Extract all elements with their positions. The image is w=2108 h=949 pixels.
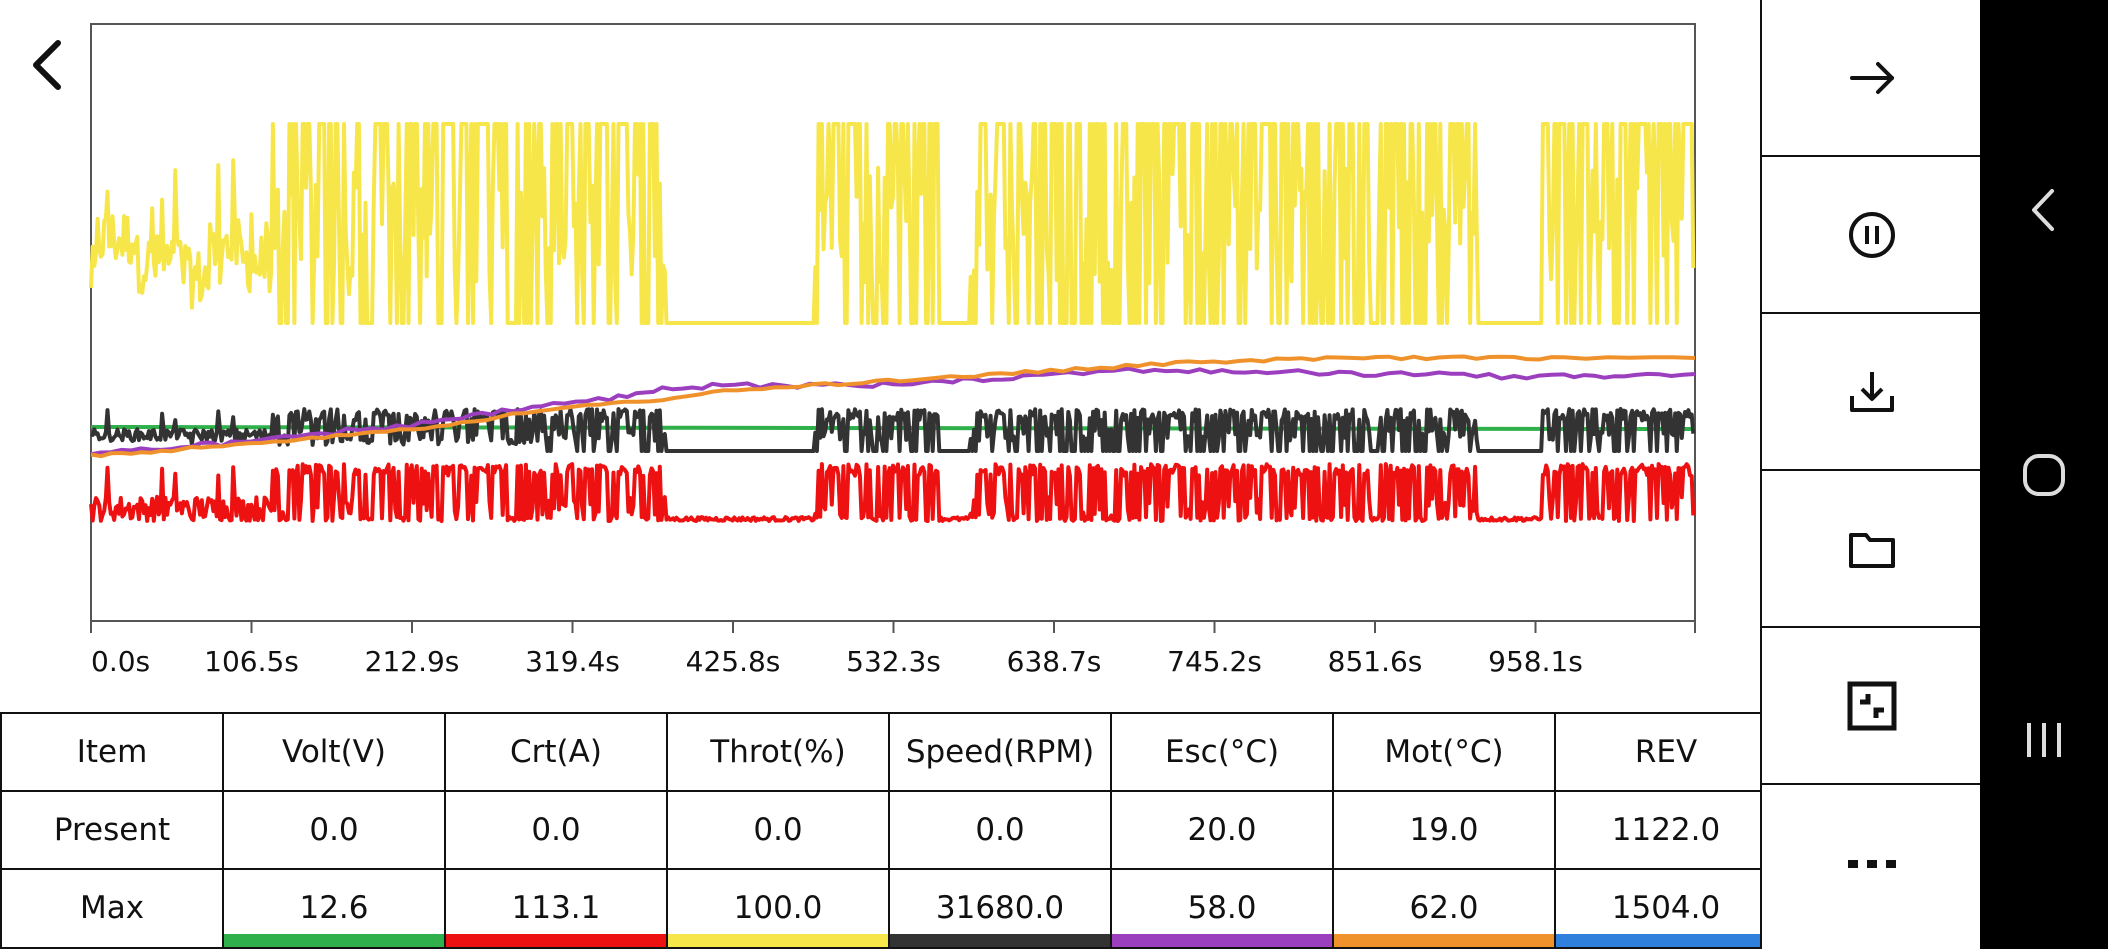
- folder-icon: [1849, 532, 1895, 568]
- header-item: Item: [0, 712, 224, 792]
- series-line-current: [89, 462, 1696, 523]
- table-cell: 20.0: [1110, 789, 1334, 870]
- telemetry-table: Item Volt(V) Crt(A) Throt(%) Speed(RPM) Esc(°…: [0, 712, 1778, 949]
- more-button[interactable]: [1762, 785, 1982, 942]
- series-color-swatch: [668, 934, 888, 947]
- table-cell: 31680.0: [888, 867, 1112, 949]
- x-tick-label: 319.4s: [525, 645, 620, 678]
- table-row: Max 12.6 113.1 100.0 31680.0 58.0 62.0 1504.0: [0, 867, 1778, 949]
- column-header: Esc(°C): [1110, 712, 1334, 792]
- forward-button[interactable]: [1762, 0, 1982, 157]
- table-cell: 100.0: [666, 867, 890, 949]
- pause-button[interactable]: [1762, 157, 1982, 314]
- table-cell: 0.0: [888, 789, 1112, 870]
- column-header: Crt(A): [444, 712, 668, 792]
- series-color-swatch: [890, 934, 1110, 947]
- table-cell: 0.0: [444, 789, 668, 870]
- nav-home-button[interactable]: [1980, 415, 2108, 535]
- x-tick-label: 638.7s: [1007, 645, 1102, 678]
- column-header: Volt(V): [222, 712, 446, 792]
- fit-screen-button[interactable]: [1762, 628, 1982, 785]
- x-tick-label: 0.0s: [91, 645, 150, 678]
- right-toolbar: [1760, 0, 1982, 949]
- column-header: REV: [1554, 712, 1778, 792]
- table-cell: 19.0: [1332, 789, 1556, 870]
- pause-icon: [1849, 211, 1895, 258]
- series-color-swatch: [224, 934, 444, 947]
- row-label: Present: [0, 789, 224, 870]
- system-navigation-bar: [1980, 0, 2108, 949]
- x-tick-label: 851.6s: [1328, 645, 1423, 678]
- series-color-swatch: [1112, 934, 1332, 947]
- table-cell: 58.0: [1110, 867, 1334, 949]
- telemetry-line-chart: 0.0s 106.5s 212.9s 319.4s 425.8s 532.3s 638.7s…: [89, 23, 1696, 678]
- series-line-esc-temp: [90, 366, 1696, 457]
- home-icon: [2023, 454, 2065, 496]
- x-tick-label: 106.5s: [204, 645, 299, 678]
- x-tick-label: 958.1s: [1488, 645, 1583, 678]
- table-cell: 0.0: [666, 789, 890, 870]
- row-label: Max: [0, 867, 224, 949]
- nav-back-button[interactable]: [1980, 150, 2108, 270]
- table-cell: 0.0: [222, 789, 446, 870]
- back-button[interactable]: [22, 30, 74, 100]
- table-cell: 12.6: [222, 867, 446, 949]
- x-tick-label: 212.9s: [365, 645, 460, 678]
- table-cell: 113.1: [444, 867, 668, 949]
- column-header: Throt(%): [666, 712, 890, 792]
- table-row: Present 0.0 0.0 0.0 0.0 20.0 19.0 1122.0: [0, 789, 1778, 870]
- download-icon: [1850, 371, 1894, 412]
- column-header: Mot(°C): [1332, 712, 1556, 792]
- x-tick-label: 532.3s: [846, 645, 941, 678]
- series-line-mot-temp: [90, 354, 1696, 459]
- nav-recents-button[interactable]: [1980, 680, 2108, 800]
- download-button[interactable]: [1762, 314, 1982, 471]
- series-color-swatch: [446, 934, 666, 947]
- table-header-row: Item Volt(V) Crt(A) Throt(%) Speed(RPM) Esc(°…: [0, 712, 1778, 792]
- series-color-swatch: [1556, 934, 1776, 947]
- forward-arrow-icon: [1850, 61, 1894, 94]
- x-tick-label: 745.2s: [1167, 645, 1262, 678]
- column-header: Speed(RPM): [888, 712, 1112, 792]
- folder-button[interactable]: [1762, 471, 1982, 628]
- table-cell: 1504.0: [1554, 867, 1778, 949]
- more-icon: [1848, 859, 1896, 868]
- series-line-throttle: [89, 122, 1696, 325]
- fit-screen-icon: [1847, 681, 1897, 730]
- table-cell: 1122.0: [1554, 789, 1778, 870]
- back-icon: [2032, 189, 2054, 231]
- series-line-speed: [90, 407, 1696, 453]
- table-cell: 62.0: [1332, 867, 1556, 949]
- recents-icon: [2027, 723, 2061, 757]
- chevron-left-icon: [33, 40, 61, 90]
- series-color-swatch: [1334, 934, 1554, 947]
- x-tick-label: 425.8s: [686, 645, 781, 678]
